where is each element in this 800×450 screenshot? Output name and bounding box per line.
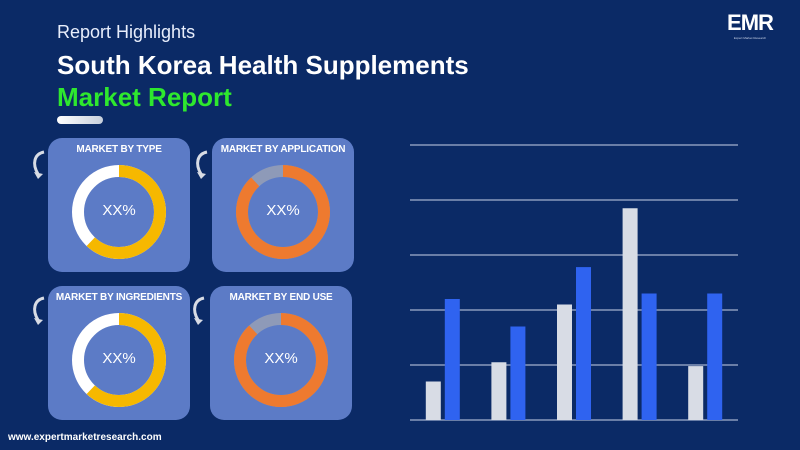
donut-ring	[236, 165, 330, 259]
title-underline-pill	[57, 116, 103, 124]
card-title: MARKET BY INGREDIENTS	[55, 292, 183, 303]
chart-bar	[707, 293, 723, 420]
footer-url[interactable]: www.expertmarketresearch.com	[8, 432, 162, 443]
card-market-by-end-use: MARKET BY END USE XX%	[210, 286, 352, 420]
refresh-arrow-icon	[193, 296, 205, 325]
chart-bar	[622, 208, 638, 420]
card-title: MARKET BY TYPE	[76, 144, 162, 155]
chart-bar	[425, 381, 441, 420]
chart-bar	[510, 326, 526, 420]
donut-chart	[236, 165, 330, 259]
page-subtitle: Market Report	[57, 82, 232, 112]
card-market-by-type: MARKET BY TYPE XX%	[48, 138, 190, 272]
donut-ring	[234, 313, 328, 407]
donut-ring	[72, 165, 166, 259]
logo-tagline: Expert Market Research	[733, 36, 767, 40]
page-title: South Korea Health Supplements	[57, 50, 469, 80]
report-highlights-label: Report Highlights	[57, 22, 196, 42]
donut-ring	[72, 313, 166, 407]
card-title: MARKET BY END USE	[229, 292, 333, 303]
card-market-by-ingredients: MARKET BY INGREDIENTS XX%	[48, 286, 190, 420]
chart-bar	[557, 304, 572, 420]
chart-bar	[688, 366, 704, 420]
chart-bar	[444, 299, 460, 420]
donut-value: XX%	[264, 350, 298, 367]
logo-mark: EMR	[727, 10, 774, 35]
chart-bar	[576, 267, 591, 420]
refresh-arrow-icon	[33, 296, 45, 325]
donut-value: XX%	[102, 202, 136, 219]
donut-value: XX%	[102, 350, 136, 367]
chart-bar	[491, 362, 507, 420]
card-title: MARKET BY APPLICATION	[220, 144, 346, 155]
donut-chart	[72, 313, 166, 407]
donut-chart	[72, 165, 166, 259]
chart-bar	[641, 293, 657, 420]
card-market-by-application: MARKET BY APPLICATION XX%	[212, 138, 354, 272]
refresh-arrow-icon	[33, 150, 45, 179]
refresh-arrow-icon	[196, 150, 208, 179]
donut-chart	[234, 313, 328, 407]
donut-value: XX%	[266, 202, 300, 219]
emr-logo: EMR Expert Market Research	[718, 10, 782, 40]
